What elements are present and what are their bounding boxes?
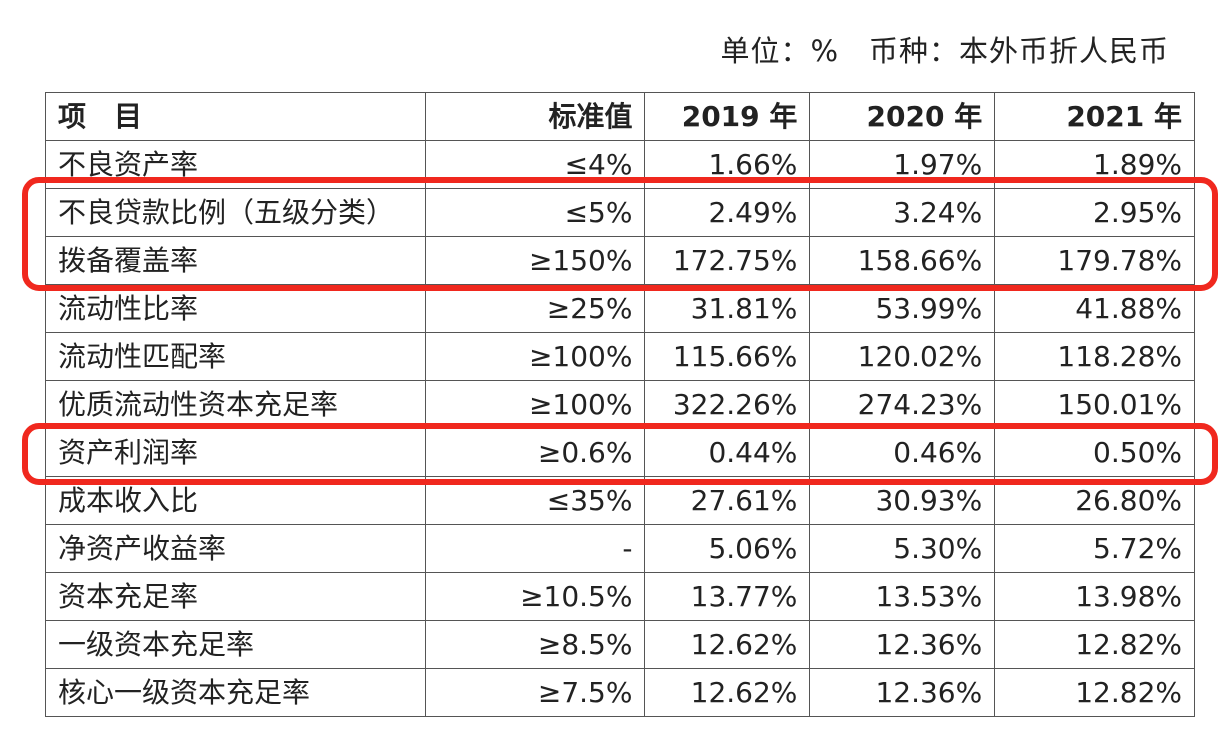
header-cell: 项 目 — [45, 92, 426, 141]
table-row: 流动性比率 ≥25% 31.81% 53.99% 41.88% — [45, 284, 1195, 333]
cell: ≤4% — [424, 140, 646, 189]
cell: 27.61% — [644, 476, 811, 525]
cell: - — [424, 524, 646, 573]
cell: 2.49% — [644, 188, 811, 237]
cell: ≥25% — [424, 284, 646, 333]
cell: 5.06% — [644, 524, 811, 573]
header-cell: 标准值 — [424, 92, 646, 141]
cell: 5.30% — [809, 524, 996, 573]
row-label: 资本充足率 — [45, 572, 426, 621]
cell: ≥10.5% — [424, 572, 646, 621]
cell: 12.36% — [809, 620, 996, 669]
row-label: 核心一级资本充足率 — [45, 668, 426, 717]
table-row: 不良资产率 ≤4% 1.66% 1.97% 1.89% — [45, 140, 1195, 189]
cell: 172.75% — [644, 236, 811, 285]
cell: 30.93% — [809, 476, 996, 525]
cell: ≥8.5% — [424, 620, 646, 669]
cell: 41.88% — [994, 284, 1195, 333]
cell: ≤5% — [424, 188, 646, 237]
cell: 322.26% — [644, 380, 811, 429]
cell: 53.99% — [809, 284, 996, 333]
row-label: 优质流动性资本充足率 — [45, 380, 426, 429]
table-row: 拨备覆盖率 ≥150% 172.75% 158.66% 179.78% — [45, 236, 1195, 285]
row-label: 资产利润率 — [45, 428, 426, 477]
table-row: 资本充足率 ≥10.5% 13.77% 13.53% 13.98% — [45, 572, 1195, 621]
cell: 118.28% — [994, 332, 1195, 381]
cell: 12.36% — [809, 668, 996, 717]
row-label: 流动性匹配率 — [45, 332, 426, 381]
cell: 179.78% — [994, 236, 1195, 285]
cell: 3.24% — [809, 188, 996, 237]
header-cell: 2019 年 — [644, 92, 811, 141]
row-label: 不良资产率 — [45, 140, 426, 189]
cell: ≤35% — [424, 476, 646, 525]
row-label: 一级资本充足率 — [45, 620, 426, 669]
cell: 115.66% — [644, 332, 811, 381]
row-label: 流动性比率 — [45, 284, 426, 333]
cell: ≥100% — [424, 380, 646, 429]
unit-note: 单位：% 币种：本外币折人民币 — [720, 34, 1169, 68]
cell: 13.53% — [809, 572, 996, 621]
cell: ≥150% — [424, 236, 646, 285]
table-row: 核心一级资本充足率 ≥7.5% 12.62% 12.36% 12.82% — [45, 668, 1195, 717]
row-label: 不良贷款比例（五级分类） — [45, 188, 426, 237]
row-label: 成本收入比 — [45, 476, 426, 525]
cell: 0.44% — [644, 428, 811, 477]
cell: 158.66% — [809, 236, 996, 285]
cell: 150.01% — [994, 380, 1195, 429]
cell: ≥7.5% — [424, 668, 646, 717]
cell: 1.66% — [644, 140, 811, 189]
cell: 120.02% — [809, 332, 996, 381]
table-row: 净资产收益率 -5.06% 5.30% 5.72% — [45, 524, 1195, 573]
row-label: 净资产收益率 — [45, 524, 426, 573]
cell: 12.62% — [644, 668, 811, 717]
cell: 26.80% — [994, 476, 1195, 525]
cell: 12.62% — [644, 620, 811, 669]
cell: ≥100% — [424, 332, 646, 381]
cell: 1.97% — [809, 140, 996, 189]
header-cell: 2021 年 — [994, 92, 1195, 141]
cell: 13.98% — [994, 572, 1195, 621]
header-cell: 2020 年 — [809, 92, 996, 141]
cell: 0.50% — [994, 428, 1195, 477]
cell: 5.72% — [994, 524, 1195, 573]
table-row: 流动性匹配率 ≥100% 115.66% 120.02% 118.28% — [45, 332, 1195, 381]
table-row: 优质流动性资本充足率 ≥100% 322.26% 274.23% 150.01% — [45, 380, 1195, 429]
header-row: 项 目标准值 2019 年 2020 年 2021 年 — [45, 92, 1195, 141]
table-row: 成本收入比 ≤35% 27.61% 30.93% 26.80% — [45, 476, 1195, 525]
cell: 1.89% — [994, 140, 1195, 189]
table-row: 不良贷款比例（五级分类） ≤5% 2.49% 3.24% 2.95% — [45, 188, 1195, 237]
cell: 2.95% — [994, 188, 1195, 237]
table-row: 资产利润率 ≥0.6% 0.44% 0.46% 0.50% — [45, 428, 1195, 477]
cell: 12.82% — [994, 668, 1195, 717]
cell: 13.77% — [644, 572, 811, 621]
indicator-table: 项 目标准值 2019 年 2020 年 2021 年 不良资产率 ≤4% 1.66% 1.… — [45, 92, 1195, 717]
row-label: 拨备覆盖率 — [45, 236, 426, 285]
table-row: 一级资本充足率 ≥8.5% 12.62% 12.36% 12.82% — [45, 620, 1195, 669]
cell: 274.23% — [809, 380, 996, 429]
cell: ≥0.6% — [424, 428, 646, 477]
cell: 12.82% — [994, 620, 1195, 669]
cell: 0.46% — [809, 428, 996, 477]
cell: 31.81% — [644, 284, 811, 333]
